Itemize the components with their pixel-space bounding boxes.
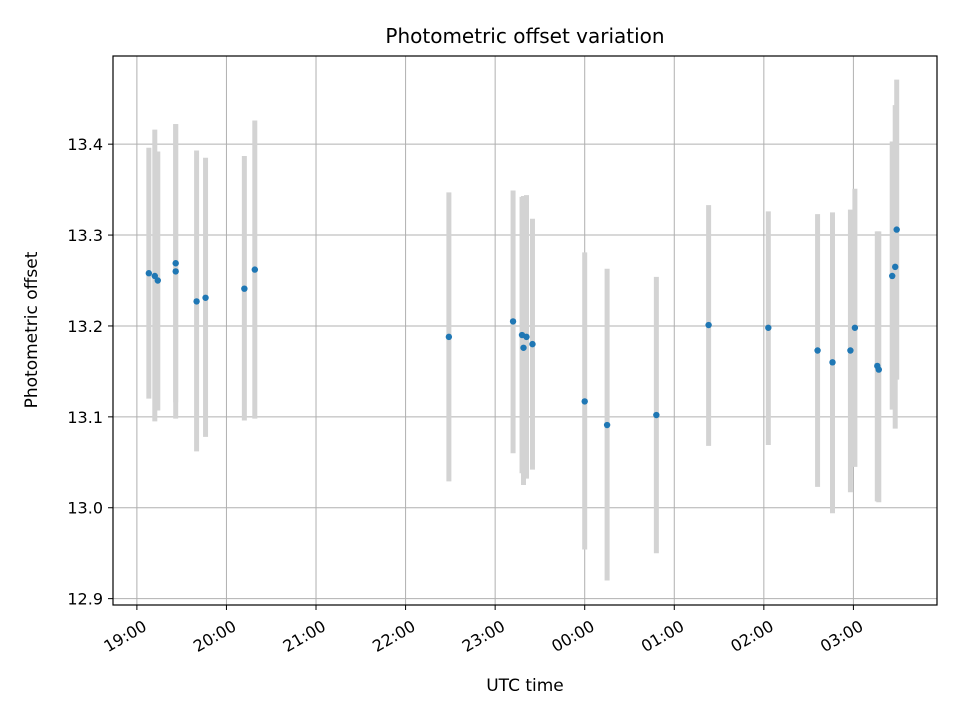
data-point: [889, 272, 896, 280]
y-axis-label: Photometric offset: [22, 251, 42, 408]
data-point: [172, 260, 179, 267]
data-point: [241, 285, 248, 292]
data-points: [145, 226, 900, 429]
chart-title: Photometric offset variation: [385, 24, 664, 48]
y-tick-label: 13.0: [67, 499, 103, 518]
y-tick-label: 13.1: [67, 408, 103, 427]
x-axis-label: UTC time: [486, 676, 564, 696]
data-point: [765, 324, 772, 331]
data-point: [529, 340, 536, 348]
y-tick-label: 13.3: [67, 226, 103, 245]
data-point: [892, 263, 899, 271]
data-point: [705, 321, 712, 329]
data-point: [151, 272, 158, 280]
y-axis-ticks: 12.9 13.0 13.1 13.2 13.3 13.4: [67, 135, 113, 609]
data-point: [893, 226, 900, 233]
data-point: [814, 347, 821, 354]
plot-frame: [112, 55, 938, 606]
data-point: [875, 366, 882, 373]
data-point: [202, 294, 209, 301]
data-point: [520, 344, 527, 351]
data-point: [251, 266, 259, 273]
data-point: [145, 270, 153, 277]
data-point: [829, 359, 836, 366]
data-point: [523, 333, 530, 341]
data-point: [851, 324, 859, 331]
data-point: [581, 398, 588, 405]
y-tick-label: 13.2: [67, 317, 103, 336]
data-point: [509, 318, 517, 325]
data-point: [603, 421, 611, 429]
data-point: [172, 268, 179, 275]
data-point: [445, 333, 453, 341]
y-tick-label: 13.4: [67, 135, 103, 154]
data-point: [193, 298, 200, 305]
data-point: [154, 277, 161, 284]
y-tick-label: 12.9: [67, 590, 103, 609]
data-point: [653, 411, 660, 419]
data-point: [847, 347, 854, 354]
